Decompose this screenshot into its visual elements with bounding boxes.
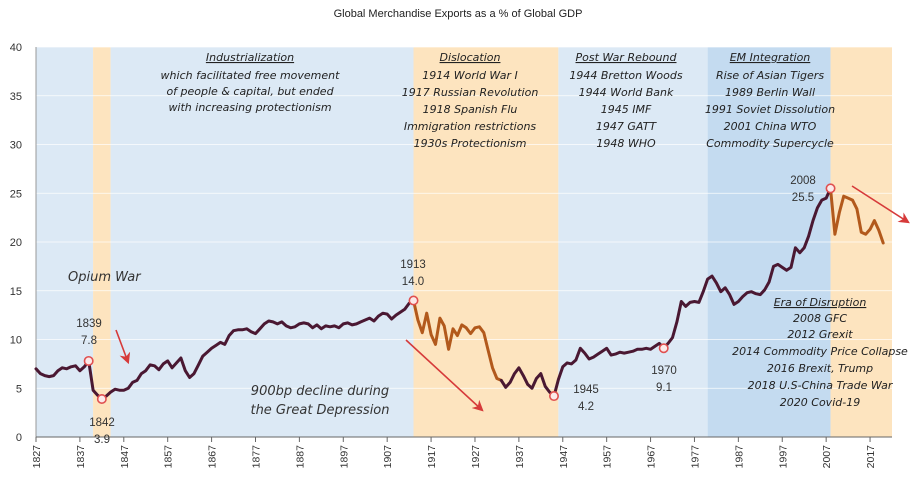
y-axis: 0 5 10 15 20 25 30 35 40 <box>10 42 37 444</box>
label-1970-value: 9.1 <box>656 382 672 394</box>
chart-title: Global Merchandise Exports as a % of Glo… <box>334 8 583 20</box>
x-tick-label: 2017 <box>865 445 877 469</box>
disruption-line-4: 2016 Brexit, Trump <box>767 362 873 375</box>
series-line <box>412 299 503 382</box>
series-line <box>829 186 885 245</box>
x-tick-label: 2007 <box>821 445 833 469</box>
x-tick-label: 1887 <box>294 445 306 469</box>
y-tick-label: 40 <box>10 42 22 54</box>
x-tick-label: 1867 <box>207 445 219 469</box>
em-line-3: 1991 Soviet Dissolution <box>705 103 835 116</box>
trend-arrows <box>115 185 910 412</box>
industrialization-line-1: which facilitated free movement <box>161 69 341 82</box>
x-tick-label: 1997 <box>777 445 789 469</box>
disruption-line-5: 2018 U.S-China Trade War <box>748 379 894 392</box>
em-line-4: 2001 China WTO <box>724 120 817 133</box>
x-tick-label: 1897 <box>338 445 350 469</box>
label-1970-year: 1970 <box>651 365 677 377</box>
annotation-industrialization: Industrialization which facilitated free… <box>161 51 341 114</box>
post-war-line-3: 1945 IMF <box>601 103 652 116</box>
arrow-depression-decline <box>405 339 484 412</box>
x-tick-label: 1977 <box>689 445 701 469</box>
x-tick-label: 1917 <box>426 445 438 469</box>
label-2008-value: 25.5 <box>792 192 814 204</box>
point-marker <box>548 391 559 402</box>
x-tick-label: 1987 <box>733 445 745 469</box>
depression-line-2: the Great Depression <box>250 403 389 418</box>
annotation-disruption: Era of Disruption 2008 GFC 2012 Grexit 2… <box>732 296 908 409</box>
disruption-line-3: 2014 Commodity Price Collapse <box>732 345 908 358</box>
x-tick-label: 1827 <box>31 445 43 469</box>
y-tick-label: 0 <box>16 432 22 444</box>
dislocation-line-4: Immigration restrictions <box>404 120 537 133</box>
y-tick-label: 10 <box>10 335 22 347</box>
label-1913-year: 1913 <box>400 259 426 271</box>
x-axis: 1827 1837 1847 1857 1867 1877 1887 1897 1907 1917… <box>31 436 892 469</box>
opium-war-note: Opium War <box>68 270 142 285</box>
post-war-line-2: 1944 World Bank <box>579 86 674 99</box>
point-marker <box>83 355 94 366</box>
label-1839-value: 7.8 <box>81 335 97 347</box>
disruption-line-6: 2020 Covid-19 <box>780 396 860 409</box>
label-1839-year: 1839 <box>76 318 102 330</box>
x-tick-label: 1847 <box>119 445 131 469</box>
industrialization-heading: Industrialization <box>206 51 294 64</box>
industrialization-line-3: with increasing protectionism <box>168 101 331 114</box>
annotation-dislocation: Dislocation 1914 World War I 1917 Russia… <box>402 51 539 150</box>
depression-line-1: 900bp decline during <box>251 384 389 399</box>
point-marker <box>825 183 836 194</box>
point-marker <box>658 343 669 354</box>
dislocation-line-3: 1918 Spanish Flu <box>423 103 518 116</box>
point-markers <box>83 183 836 404</box>
x-tick-label: 1877 <box>250 445 262 469</box>
x-tick-label: 1837 <box>75 445 87 469</box>
y-tick-label: 35 <box>10 91 22 103</box>
dislocation-heading: Dislocation <box>440 51 501 64</box>
dislocation-line-1: 1914 World War I <box>422 69 517 82</box>
dislocation-line-5: 1930s Protectionism <box>414 137 527 150</box>
post-war-heading: Post War Rebound <box>576 51 678 64</box>
point-labels: 1839 7.8 1842 3.9 1913 14.0 1945 4.2 197… <box>76 175 816 446</box>
x-tick-label: 1947 <box>558 445 570 469</box>
x-tick-label: 1957 <box>602 445 614 469</box>
x-tick-label: 1967 <box>646 445 658 469</box>
label-1945-year: 1945 <box>573 384 599 396</box>
em-line-2: 1989 Berlin Wall <box>725 86 815 99</box>
annotation-em-integration: EM Integration Rise of Asian Tigers 1989… <box>705 51 835 150</box>
x-tick-label: 1857 <box>163 445 175 469</box>
label-2008-year: 2008 <box>790 175 816 187</box>
y-tick-label: 5 <box>16 383 22 395</box>
dislocation-line-2: 1917 Russian Revolution <box>402 86 539 99</box>
point-marker <box>96 393 107 404</box>
point-marker <box>408 295 419 306</box>
post-war-line-4: 1947 GATT <box>596 120 657 133</box>
disruption-line-1: 2008 GFC <box>793 312 847 325</box>
y-tick-label: 20 <box>10 237 22 249</box>
y-tick-label: 30 <box>10 140 22 152</box>
disruption-heading: Era of Disruption <box>774 296 867 309</box>
industrialization-line-2: of people & capital, but ended <box>166 85 334 98</box>
x-tick-label: 1907 <box>382 445 394 469</box>
post-war-line-5: 1948 WHO <box>596 137 656 150</box>
y-tick-label: 15 <box>10 286 22 298</box>
label-1842-value: 3.9 <box>94 434 110 446</box>
depression-note: 900bp decline during the Great Depressio… <box>250 384 389 418</box>
x-tick-label: 1937 <box>514 445 526 469</box>
disruption-line-2: 2012 Grexit <box>787 328 853 341</box>
label-1945-value: 4.2 <box>578 401 594 413</box>
label-1913-value: 14.0 <box>402 276 424 288</box>
em-heading: EM Integration <box>730 51 811 64</box>
post-war-line-1: 1944 Bretton Woods <box>569 69 682 82</box>
arrow-opium-war <box>115 329 131 365</box>
y-tick-label: 25 <box>10 188 22 200</box>
x-tick-label: 1927 <box>470 445 482 469</box>
annotation-post-war: Post War Rebound 1944 Bretton Woods 1944… <box>569 51 682 150</box>
em-line-1: Rise of Asian Tigers <box>716 69 824 82</box>
em-line-5: Commodity Supercycle <box>706 137 834 150</box>
label-1842-year: 1842 <box>89 417 115 429</box>
arrow-disruption-decline <box>851 185 910 224</box>
